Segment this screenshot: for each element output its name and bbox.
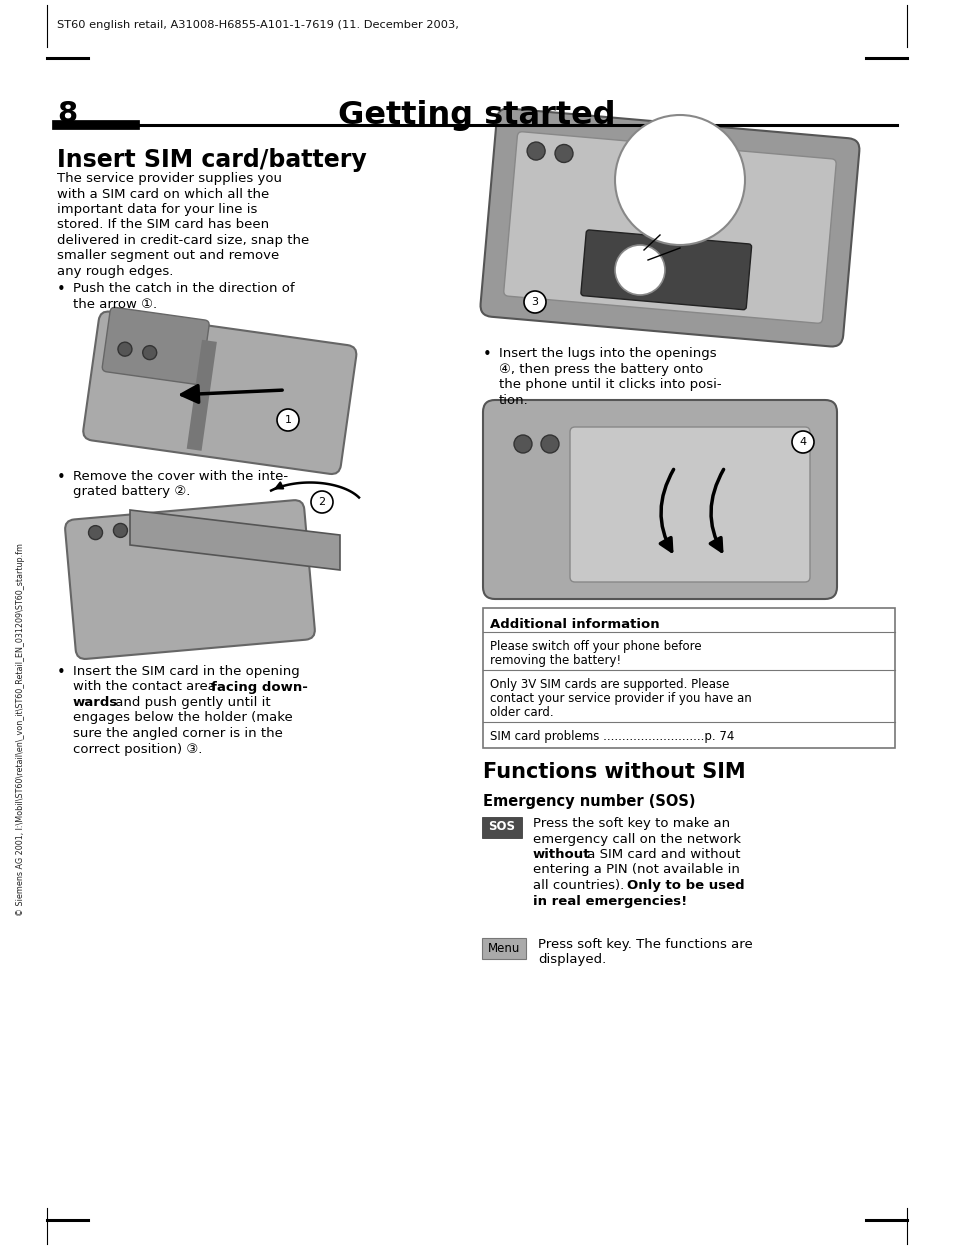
Text: Functions without SIM: Functions without SIM [482,763,745,782]
Circle shape [615,245,664,295]
Text: Emergency number (SOS): Emergency number (SOS) [482,794,695,809]
Text: contact your service provider if you have an: contact your service provider if you hav… [490,692,751,705]
Text: and push gently until it: and push gently until it [111,697,271,709]
Text: Insert SIM card/battery: Insert SIM card/battery [57,148,366,172]
Text: a SIM card and without: a SIM card and without [582,849,740,861]
Circle shape [527,142,544,159]
Text: © Siemens AG 2001, I:\Mobil\ST60\retail\en\_von_it\ST60_Retail_EN_031209\ST60_st: © Siemens AG 2001, I:\Mobil\ST60\retail\… [16,543,25,917]
Text: Push the catch in the direction of: Push the catch in the direction of [73,282,294,295]
Text: all countries).: all countries). [533,878,628,892]
Text: SIM card problems ...........................p. 74: SIM card problems ......................… [490,730,734,743]
Text: The service provider supplies you: The service provider supplies you [57,172,282,184]
Text: 2: 2 [318,497,325,507]
FancyBboxPatch shape [569,427,809,582]
Text: •: • [482,346,491,363]
Text: the arrow ①.: the arrow ①. [73,298,157,310]
FancyBboxPatch shape [65,500,314,659]
Text: Insert the lugs into the openings: Insert the lugs into the openings [498,346,716,360]
FancyBboxPatch shape [482,400,836,599]
Circle shape [523,292,545,313]
Text: 4: 4 [799,437,805,447]
Text: displayed.: displayed. [537,953,605,967]
Polygon shape [130,510,339,569]
Circle shape [311,491,333,513]
Text: Additional information: Additional information [490,618,659,630]
Text: any rough edges.: any rough edges. [57,265,173,278]
Text: 3: 3 [531,297,537,307]
Circle shape [791,431,813,454]
Text: without: without [533,849,590,861]
FancyBboxPatch shape [481,938,525,959]
Text: with a SIM card on which all the: with a SIM card on which all the [57,187,269,201]
Text: Getting started: Getting started [337,100,616,131]
Text: entering a PIN (not available in: entering a PIN (not available in [533,863,740,876]
Text: sure the angled corner is in the: sure the angled corner is in the [73,726,283,740]
Text: delivered in credit-card size, snap the: delivered in credit-card size, snap the [57,234,309,247]
Text: Remove the cover with the inte-: Remove the cover with the inte- [73,470,288,483]
Text: older card.: older card. [490,706,553,719]
Text: stored. If the SIM card has been: stored. If the SIM card has been [57,218,269,232]
Circle shape [113,523,128,537]
Text: Menu: Menu [487,942,519,954]
Text: Press soft key. The functions are: Press soft key. The functions are [537,938,752,951]
Text: 8: 8 [57,100,77,128]
Text: •: • [57,665,66,680]
Text: Only 3V SIM cards are supported. Please: Only 3V SIM cards are supported. Please [490,678,729,692]
Circle shape [514,435,532,454]
Text: engages below the holder (make: engages below the holder (make [73,711,293,724]
Text: •: • [57,470,66,485]
Circle shape [540,435,558,454]
Circle shape [615,115,744,245]
Circle shape [555,145,573,162]
FancyBboxPatch shape [480,108,859,346]
Text: emergency call on the network: emergency call on the network [533,832,740,846]
Text: ④, then press the battery onto: ④, then press the battery onto [498,363,702,375]
Circle shape [143,345,156,360]
Circle shape [276,409,298,431]
Circle shape [89,526,102,540]
Text: 1: 1 [284,415,292,425]
Text: grated battery ②.: grated battery ②. [73,486,191,498]
Text: SOS: SOS [488,821,515,834]
Polygon shape [187,340,216,451]
FancyBboxPatch shape [580,231,751,310]
FancyBboxPatch shape [481,817,521,839]
Text: correct position) ③.: correct position) ③. [73,743,202,755]
FancyBboxPatch shape [102,308,209,385]
Text: wards: wards [73,697,118,709]
Text: the phone until it clicks into posi-: the phone until it clicks into posi- [498,378,720,391]
Text: Press the soft key to make an: Press the soft key to make an [533,817,729,830]
Text: with the contact area: with the contact area [73,680,220,694]
Text: Insert the SIM card in the opening: Insert the SIM card in the opening [73,665,299,678]
Text: facing down-: facing down- [211,680,308,694]
Text: tion.: tion. [498,394,528,406]
Text: Only to be used: Only to be used [626,878,744,892]
FancyBboxPatch shape [83,312,356,473]
Circle shape [118,343,132,356]
Text: removing the battery!: removing the battery! [490,654,620,667]
Text: in real emergencies!: in real emergencies! [533,895,686,907]
FancyBboxPatch shape [503,132,835,323]
Text: Please switch off your phone before: Please switch off your phone before [490,640,700,653]
Text: ST60 english retail, A31008-H6855-A101-1-7619 (11. December 2003,: ST60 english retail, A31008-H6855-A101-1… [57,20,458,30]
FancyBboxPatch shape [482,608,894,748]
Text: smaller segment out and remove: smaller segment out and remove [57,249,279,263]
Text: •: • [57,282,66,297]
Text: important data for your line is: important data for your line is [57,203,257,216]
